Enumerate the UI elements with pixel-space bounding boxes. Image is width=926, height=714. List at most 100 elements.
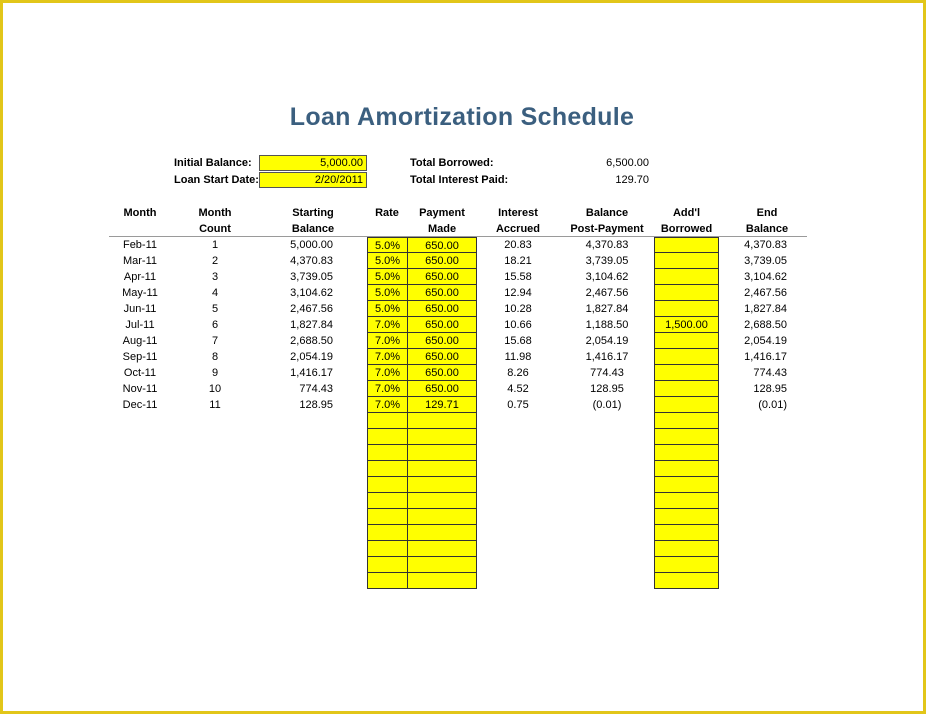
rate-cell[interactable]: 7.0% (367, 365, 408, 381)
start-cell: 1,827.84 (290, 319, 333, 331)
count-cell: 4 (211, 287, 219, 299)
interest-cell: 20.83 (504, 239, 532, 251)
payment-cell[interactable]: 650.00 (407, 237, 477, 253)
addl-cell[interactable] (654, 333, 719, 349)
initial-balance-input[interactable]: 5,000.00 (259, 155, 367, 171)
empty-input-cell[interactable] (367, 413, 408, 429)
interest-cell: 11.98 (504, 351, 532, 363)
rate-cell[interactable]: 7.0% (367, 397, 408, 413)
start-date-label: Loan Start Date: (174, 174, 259, 186)
total-interest-value: 129.70 (615, 174, 649, 186)
empty-input-cell[interactable] (407, 493, 477, 509)
addl-cell[interactable] (654, 285, 719, 301)
empty-input-cell[interactable] (367, 445, 408, 461)
empty-input-cell[interactable] (654, 461, 719, 477)
empty-input-cell[interactable] (367, 557, 408, 573)
payment-cell[interactable]: 650.00 (407, 365, 477, 381)
payment-cell[interactable]: 129.71 (407, 397, 477, 413)
header-interest-accrued: Interest Accrued (495, 207, 541, 235)
empty-input-cell[interactable] (407, 445, 477, 461)
empty-input-cell[interactable] (654, 573, 719, 589)
rate-cell[interactable]: 5.0% (367, 285, 408, 301)
count-cell: 5 (211, 303, 219, 315)
addl-cell[interactable] (654, 269, 719, 285)
empty-input-cell[interactable] (654, 493, 719, 509)
rate-cell[interactable]: 5.0% (367, 237, 408, 253)
empty-input-cell[interactable] (367, 493, 408, 509)
addl-cell[interactable]: 1,500.00 (654, 317, 719, 333)
empty-input-cell[interactable] (654, 445, 719, 461)
empty-input-cell[interactable] (367, 573, 408, 589)
rate-cell[interactable]: 7.0% (367, 349, 408, 365)
end-cell: 2,688.50 (744, 319, 787, 331)
month-cell: Dec-11 (122, 399, 158, 411)
month-cell: Jun-11 (123, 303, 157, 315)
rate-cell[interactable]: 7.0% (367, 381, 408, 397)
empty-input-cell[interactable] (407, 557, 477, 573)
empty-input-cell[interactable] (407, 525, 477, 541)
payment-cell[interactable]: 650.00 (407, 285, 477, 301)
header-month: Month (123, 207, 157, 219)
addl-cell[interactable] (654, 365, 719, 381)
empty-input-cell[interactable] (407, 573, 477, 589)
empty-input-cell[interactable] (654, 413, 719, 429)
header-payment-made: Payment Made (419, 207, 465, 235)
header-starting-balance: Starting Balance (291, 207, 335, 235)
month-cell: Oct-11 (123, 367, 157, 379)
empty-input-cell[interactable] (407, 413, 477, 429)
interest-cell: 0.75 (507, 399, 529, 411)
payment-cell[interactable]: 650.00 (407, 253, 477, 269)
empty-input-cell[interactable] (654, 429, 719, 445)
addl-cell[interactable] (654, 397, 719, 413)
start-cell: 3,739.05 (290, 271, 333, 283)
payment-cell[interactable]: 650.00 (407, 381, 477, 397)
empty-input-cell[interactable] (407, 541, 477, 557)
addl-cell[interactable] (654, 253, 719, 269)
payment-cell[interactable]: 650.00 (407, 317, 477, 333)
empty-input-cell[interactable] (654, 509, 719, 525)
end-balance-column: 4,370.83 3,739.05 3,104.62 2,467.56 1,827.84… (727, 237, 787, 413)
rate-cell[interactable]: 5.0% (367, 253, 408, 269)
empty-input-cell[interactable] (407, 461, 477, 477)
payment-cell[interactable]: 650.00 (407, 301, 477, 317)
post-cell: 1,416.17 (585, 351, 629, 363)
end-cell: 3,739.05 (744, 255, 787, 267)
rate-cell[interactable]: 5.0% (367, 301, 408, 317)
addl-cell[interactable] (654, 381, 719, 397)
empty-input-cell[interactable] (654, 525, 719, 541)
empty-input-cell[interactable] (367, 429, 408, 445)
empty-input-cell[interactable] (367, 509, 408, 525)
payment-cell[interactable]: 650.00 (407, 333, 477, 349)
empty-input-cell[interactable] (407, 429, 477, 445)
payment-cell[interactable]: 650.00 (407, 349, 477, 365)
empty-input-cell[interactable] (654, 557, 719, 573)
empty-input-cell[interactable] (367, 541, 408, 557)
empty-input-cell[interactable] (654, 477, 719, 493)
month-cell: May-11 (122, 287, 158, 299)
count-cell: 2 (211, 255, 219, 267)
empty-input-cell[interactable] (407, 477, 477, 493)
rate-cell[interactable]: 5.0% (367, 269, 408, 285)
month-column: Feb-11 Mar-11 Apr-11 May-11 Jun-11 Jul-11 Aug-… (110, 237, 170, 413)
addl-cell[interactable] (654, 301, 719, 317)
rate-cell[interactable]: 7.0% (367, 333, 408, 349)
addl-cell[interactable] (654, 349, 719, 365)
post-cell: 3,104.62 (585, 271, 629, 283)
empty-input-cell[interactable] (654, 541, 719, 557)
interest-accrued-column: 20.83 18.21 15.58 12.94 10.28 10.66 15.68 11.98… (483, 237, 553, 413)
empty-input-cell[interactable] (407, 509, 477, 525)
rate-cell[interactable]: 7.0% (367, 317, 408, 333)
count-cell: 9 (211, 367, 219, 379)
start-cell: 128.95 (299, 399, 333, 411)
payment-cell[interactable]: 650.00 (407, 269, 477, 285)
post-cell: 3,739.05 (585, 255, 629, 267)
end-cell: 2,054.19 (744, 335, 787, 347)
start-date-input[interactable]: 2/20/2011 (259, 172, 367, 188)
page-title: Loan Amortization Schedule (289, 103, 635, 131)
empty-input-cell[interactable] (367, 477, 408, 493)
empty-input-cell[interactable] (367, 461, 408, 477)
empty-input-cell[interactable] (367, 525, 408, 541)
interest-cell: 10.66 (504, 319, 532, 331)
addl-cell[interactable] (654, 237, 719, 253)
